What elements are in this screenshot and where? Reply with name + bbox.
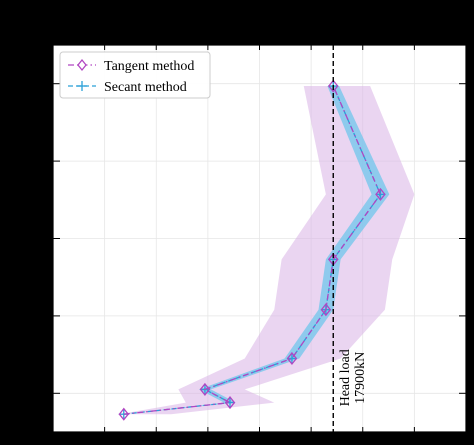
- annotation-line: Head load: [338, 349, 353, 406]
- data-point-tangent-method: [328, 79, 339, 93]
- legend-marker-secant-method: [77, 81, 87, 91]
- data-point-secant-method: [286, 353, 297, 364]
- data-point-tangent-method: [375, 187, 386, 201]
- legend-box: [59, 51, 211, 99]
- legend-label-secant-method: Secant method: [104, 80, 187, 95]
- reference-layer: Head load17900kN: [332, 45, 368, 432]
- series-line-tangent-method: [123, 85, 382, 415]
- reference-annotation: Head load17900kN: [338, 349, 368, 406]
- data-point-tangent-method: [286, 351, 298, 366]
- band-secant-method: [123, 86, 390, 415]
- legend-label-tangent-method: Tangent method: [104, 59, 194, 74]
- annotation-line: 17900kN: [353, 352, 368, 404]
- legend-marker-tangent-method: [77, 58, 87, 72]
- series-layer: [118, 79, 386, 421]
- plot-frame: [52, 44, 467, 433]
- data-point-secant-method: [375, 189, 386, 200]
- data-point-tangent-method: [224, 396, 236, 410]
- data-point-tangent-method: [320, 303, 332, 317]
- legend: Tangent method Secant method: [59, 51, 211, 99]
- data-point-tangent-method: [199, 382, 211, 396]
- band-tangent-method: [119, 86, 415, 415]
- confidence-bands: [119, 86, 415, 415]
- data-point-tangent-method: [118, 407, 130, 421]
